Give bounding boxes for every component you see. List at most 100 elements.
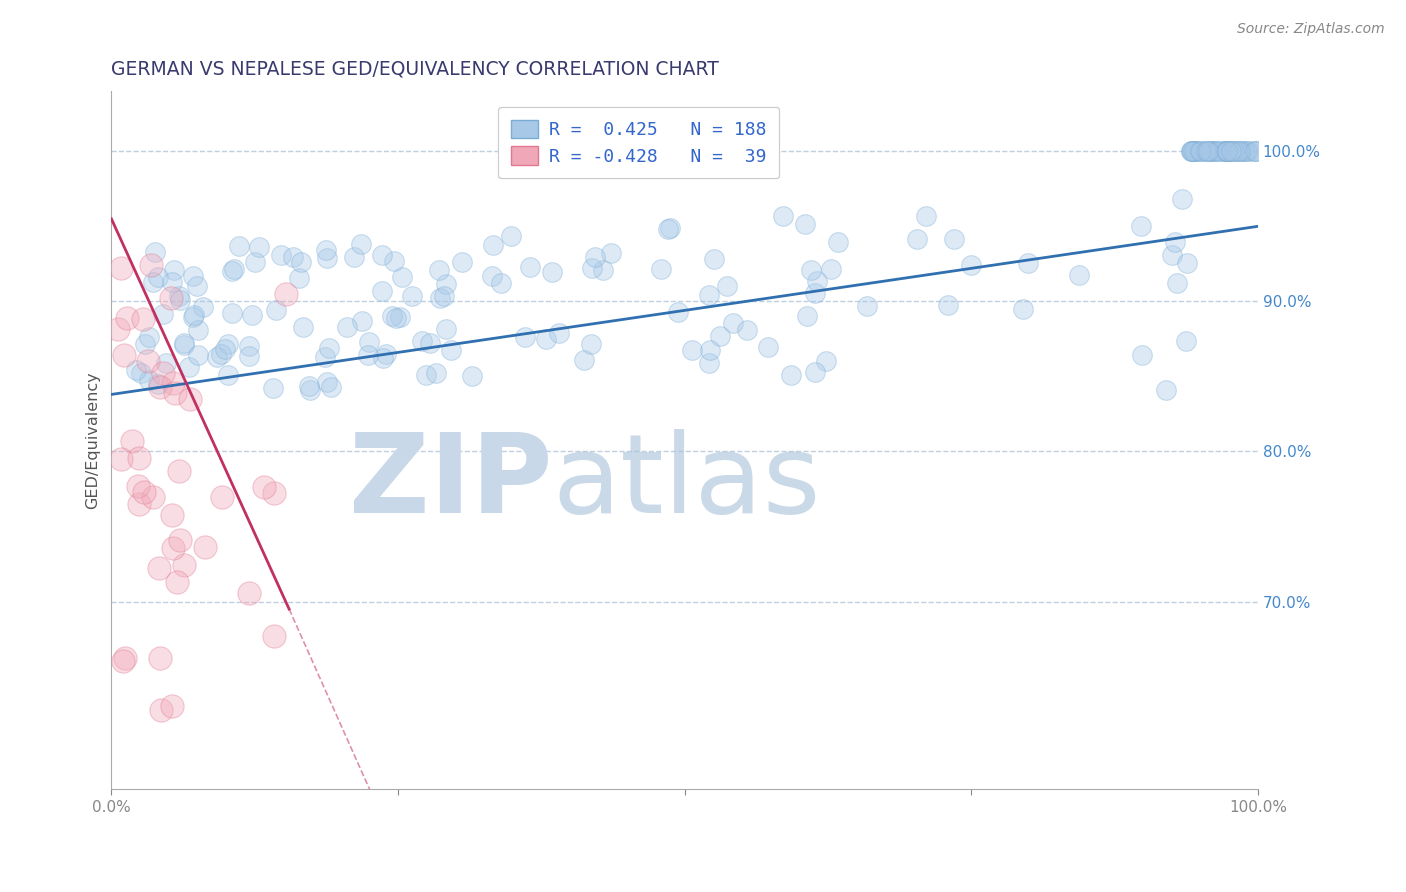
- Point: [217, 368, 239, 383]
- Point: [1197, 145, 1219, 159]
- Point: [1233, 145, 1256, 159]
- Point: [429, 291, 451, 305]
- Point: [194, 540, 217, 554]
- Point: [389, 310, 412, 324]
- Text: Source: ZipAtlas.com: Source: ZipAtlas.com: [1237, 22, 1385, 37]
- Point: [936, 298, 959, 312]
- Point: [186, 279, 208, 293]
- Point: [681, 343, 703, 357]
- Point: [134, 336, 156, 351]
- Point: [350, 313, 373, 327]
- Legend: R =  0.425   N = 188, R = -0.428   N =  39: R = 0.425 N = 188, R = -0.428 N = 39: [498, 107, 779, 178]
- Point: [451, 255, 474, 269]
- Point: [359, 334, 381, 349]
- Text: GERMAN VS NEPALESE GED/EQUIVALENCY CORRELATION CHART: GERMAN VS NEPALESE GED/EQUIVALENCY CORRE…: [111, 60, 720, 78]
- Point: [650, 261, 672, 276]
- Point: [221, 306, 243, 320]
- Point: [1181, 145, 1204, 159]
- Point: [806, 274, 828, 288]
- Point: [128, 498, 150, 512]
- Point: [716, 278, 738, 293]
- Point: [796, 309, 818, 323]
- Point: [270, 248, 292, 262]
- Point: [207, 350, 229, 364]
- Point: [162, 541, 184, 555]
- Point: [343, 251, 366, 265]
- Point: [1229, 145, 1251, 159]
- Point: [160, 275, 183, 289]
- Point: [415, 368, 437, 382]
- Point: [315, 243, 337, 257]
- Point: [1208, 145, 1230, 159]
- Point: [112, 348, 135, 362]
- Point: [534, 332, 557, 346]
- Point: [169, 293, 191, 307]
- Point: [169, 533, 191, 547]
- Point: [657, 222, 679, 236]
- Point: [238, 349, 260, 363]
- Point: [179, 392, 201, 406]
- Text: ZIP: ZIP: [350, 428, 553, 535]
- Point: [319, 380, 342, 394]
- Point: [315, 375, 337, 389]
- Point: [772, 209, 794, 223]
- Point: [856, 299, 879, 313]
- Point: [960, 258, 983, 272]
- Point: [419, 335, 441, 350]
- Point: [942, 232, 965, 246]
- Point: [440, 343, 463, 357]
- Point: [110, 452, 132, 467]
- Point: [177, 360, 200, 375]
- Point: [288, 271, 311, 285]
- Point: [915, 209, 938, 223]
- Point: [1243, 145, 1265, 159]
- Point: [721, 316, 744, 330]
- Point: [1215, 145, 1237, 159]
- Point: [1189, 145, 1212, 159]
- Point: [1220, 145, 1243, 159]
- Point: [779, 368, 801, 382]
- Point: [699, 343, 721, 357]
- Point: [1213, 145, 1236, 159]
- Point: [148, 560, 170, 574]
- Point: [132, 485, 155, 500]
- Point: [804, 286, 827, 301]
- Point: [263, 486, 285, 500]
- Point: [699, 288, 721, 302]
- Point: [155, 356, 177, 370]
- Point: [1180, 145, 1202, 159]
- Point: [427, 263, 450, 277]
- Point: [1184, 145, 1206, 159]
- Point: [117, 310, 139, 325]
- Point: [1213, 145, 1236, 159]
- Point: [162, 376, 184, 390]
- Point: [167, 464, 190, 478]
- Point: [263, 630, 285, 644]
- Point: [165, 386, 187, 401]
- Point: [149, 380, 172, 394]
- Point: [756, 340, 779, 354]
- Point: [160, 698, 183, 713]
- Point: [1244, 145, 1267, 159]
- Point: [318, 341, 340, 355]
- Point: [181, 268, 204, 283]
- Point: [572, 352, 595, 367]
- Point: [111, 654, 134, 668]
- Point: [1226, 145, 1249, 159]
- Point: [375, 347, 398, 361]
- Point: [1174, 334, 1197, 348]
- Point: [1156, 383, 1178, 397]
- Point: [181, 310, 204, 325]
- Point: [167, 289, 190, 303]
- Point: [132, 312, 155, 326]
- Point: [357, 348, 380, 362]
- Point: [401, 289, 423, 303]
- Point: [152, 307, 174, 321]
- Point: [1220, 145, 1243, 159]
- Point: [121, 434, 143, 448]
- Point: [1166, 276, 1188, 290]
- Point: [581, 337, 603, 351]
- Point: [489, 276, 512, 290]
- Point: [183, 308, 205, 322]
- Point: [221, 264, 243, 278]
